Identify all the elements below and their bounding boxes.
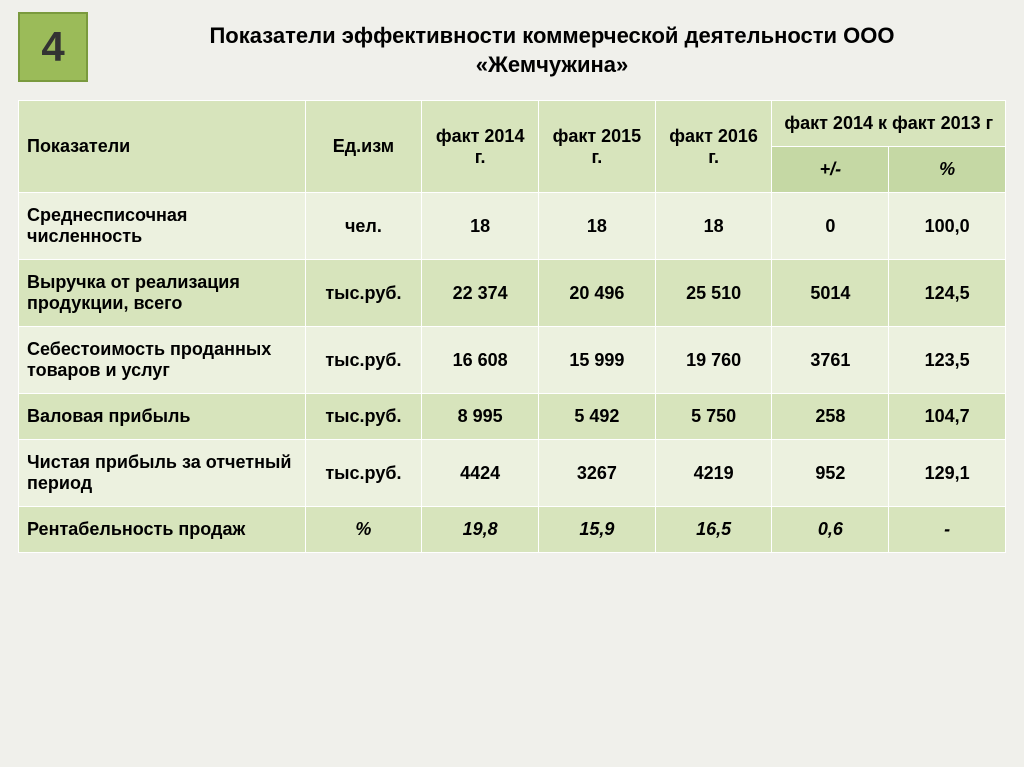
th-pct: % [889,147,1006,193]
cell-pct: 129,1 [889,440,1006,507]
cell-value: 8 995 [422,394,539,440]
cell-pct: 124,5 [889,260,1006,327]
cell-indicator: Рентабельность продаж [19,507,306,553]
cell-value: 15 999 [539,327,656,394]
th-unit: Ед.изм [305,101,422,193]
cell-indicator: Себестоимость проданных товаров и услуг [19,327,306,394]
cell-value: 19 760 [655,327,772,394]
cell-unit: чел. [305,193,422,260]
data-table-container: Показатели Ед.изм факт 2014 г. факт 2015… [18,100,1006,553]
cell-value: 25 510 [655,260,772,327]
cell-value: 18 [655,193,772,260]
cell-delta: 5014 [772,260,889,327]
cell-value: 4424 [422,440,539,507]
cell-value: 16,5 [655,507,772,553]
th-compare: факт 2014 к факт 2013 г [772,101,1006,147]
cell-indicator: Выручка от реализация продукции, всего [19,260,306,327]
table-row: Себестоимость проданных товаров и услуг … [19,327,1006,394]
th-fact2015: факт 2015 г. [539,101,656,193]
cell-unit: тыс.руб. [305,327,422,394]
cell-value: 22 374 [422,260,539,327]
cell-pct: 123,5 [889,327,1006,394]
cell-value: 16 608 [422,327,539,394]
data-table: Показатели Ед.изм факт 2014 г. факт 2015… [18,100,1006,553]
cell-unit: тыс.руб. [305,394,422,440]
cell-delta: 3761 [772,327,889,394]
cell-unit: тыс.руб. [305,440,422,507]
cell-pct: 104,7 [889,394,1006,440]
title-container: Показатели эффективности коммерческой де… [110,22,994,79]
title-line-2: «Жемчужина» [110,51,994,80]
table-row: Чистая прибыль за отчетный период тыс.ру… [19,440,1006,507]
table-row: Валовая прибыль тыс.руб. 8 995 5 492 5 7… [19,394,1006,440]
th-delta: +/- [772,147,889,193]
cell-value: 20 496 [539,260,656,327]
table-row: Выручка от реализация продукции, всего т… [19,260,1006,327]
cell-value: 5 750 [655,394,772,440]
cell-delta: 0 [772,193,889,260]
cell-delta: 258 [772,394,889,440]
cell-pct: - [889,507,1006,553]
cell-value: 3267 [539,440,656,507]
th-fact2014: факт 2014 г. [422,101,539,193]
cell-unit: % [305,507,422,553]
cell-value: 19,8 [422,507,539,553]
cell-value: 5 492 [539,394,656,440]
th-fact2016: факт 2016 г. [655,101,772,193]
cell-pct: 100,0 [889,193,1006,260]
cell-indicator: Чистая прибыль за отчетный период [19,440,306,507]
cell-indicator: Валовая прибыль [19,394,306,440]
table-body: Среднесписочная численность чел. 18 18 1… [19,193,1006,553]
cell-value: 4219 [655,440,772,507]
cell-delta: 952 [772,440,889,507]
slide-number: 4 [41,23,64,71]
table-row: Среднесписочная численность чел. 18 18 1… [19,193,1006,260]
cell-delta: 0,6 [772,507,889,553]
cell-value: 15,9 [539,507,656,553]
cell-unit: тыс.руб. [305,260,422,327]
table-header-row-1: Показатели Ед.изм факт 2014 г. факт 2015… [19,101,1006,147]
th-indicators: Показатели [19,101,306,193]
cell-indicator: Среднесписочная численность [19,193,306,260]
table-row: Рентабельность продаж % 19,8 15,9 16,5 0… [19,507,1006,553]
slide-number-box: 4 [18,12,88,82]
cell-value: 18 [539,193,656,260]
cell-value: 18 [422,193,539,260]
title-line-1: Показатели эффективности коммерческой де… [110,22,994,51]
